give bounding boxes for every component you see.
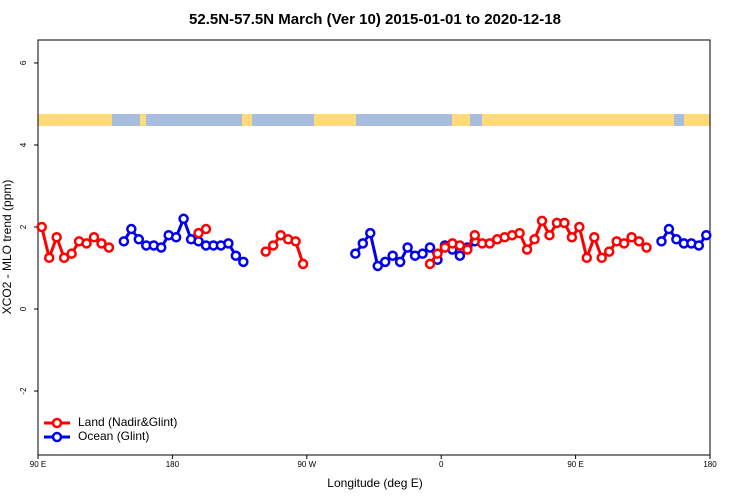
data-point (155, 242, 167, 253)
data-point (469, 229, 481, 241)
data-point (43, 252, 55, 264)
x-tick-label: 90 E (567, 460, 583, 469)
x-axis-label: Longitude (deg E) (327, 476, 422, 490)
data-point (96, 238, 107, 249)
y-tick-label: 6 (19, 60, 28, 65)
land-ocean-strip (38, 114, 710, 126)
data-point (118, 236, 130, 247)
data-point (350, 248, 361, 259)
data-point (275, 229, 286, 241)
data-point (521, 244, 533, 255)
data-point (126, 223, 137, 235)
data-point (133, 234, 145, 245)
data-point (81, 238, 92, 249)
data-point (701, 229, 712, 241)
data-point (365, 227, 376, 239)
y-axis-label: XCO2 - MLO trend (ppm) (0, 180, 14, 315)
data-point (656, 236, 667, 247)
data-point (589, 231, 600, 243)
data-point (484, 238, 495, 249)
data-point (633, 236, 645, 247)
data-point (544, 229, 555, 241)
plot-frame (37, 39, 711, 456)
data-point (290, 236, 301, 247)
legend-marker (51, 431, 63, 443)
x-tick-label: 180 (166, 460, 180, 469)
data-point (200, 223, 212, 235)
legend-label: Ocean (Glint) (78, 429, 149, 443)
y-tick-label: -2 (19, 387, 28, 395)
data-point (417, 248, 428, 259)
data-point (178, 213, 189, 225)
data-point (559, 217, 570, 229)
data-point (66, 248, 77, 259)
x-tick-label: 90 W (297, 460, 316, 469)
data-point (372, 260, 383, 272)
data-point (51, 231, 62, 243)
legend-label: Land (Nadir&Glint) (78, 415, 177, 429)
data-point (462, 244, 473, 255)
data-point (379, 256, 391, 268)
data-point (394, 256, 406, 268)
data-point (514, 227, 525, 239)
data-point (36, 221, 47, 233)
data-point (432, 248, 443, 259)
x-tick-label: 0 (439, 460, 444, 469)
data-point (267, 240, 279, 251)
data-point (424, 258, 436, 270)
data-point (626, 231, 637, 243)
x-tick-label: 90 E (30, 460, 46, 469)
data-point (641, 242, 652, 253)
data-point (58, 252, 70, 264)
legend-marker (51, 417, 63, 429)
data-point (170, 231, 182, 243)
data-point (260, 246, 271, 257)
data-point (581, 252, 593, 264)
data-point (424, 242, 436, 253)
data-point (357, 238, 369, 249)
data-point (230, 250, 242, 261)
data-point (566, 231, 578, 243)
data-point (297, 258, 309, 270)
data-point (536, 215, 548, 227)
data-point (663, 223, 675, 235)
data-point (596, 252, 607, 264)
data-point (454, 240, 466, 251)
y-tick-label: 4 (19, 142, 28, 147)
data-point (387, 250, 398, 261)
data-point (603, 246, 615, 257)
data-point (439, 242, 451, 253)
chart-title: 52.5N-57.5N March (Ver 10) 2015-01-01 to… (189, 11, 561, 28)
y-tick-label: 0 (19, 306, 28, 311)
data-point (529, 234, 540, 245)
data-point (223, 238, 234, 249)
data-point (618, 238, 630, 249)
data-point (238, 256, 249, 268)
data-point (693, 240, 705, 251)
y-tick-label: 2 (19, 224, 28, 229)
data-point (671, 234, 682, 245)
data-point (454, 250, 466, 261)
data-point (574, 221, 585, 233)
data-point (103, 242, 115, 253)
x-tick-label: 180 (703, 460, 717, 469)
data-point (88, 231, 100, 243)
data-point (402, 242, 413, 253)
data-point (193, 227, 204, 239)
